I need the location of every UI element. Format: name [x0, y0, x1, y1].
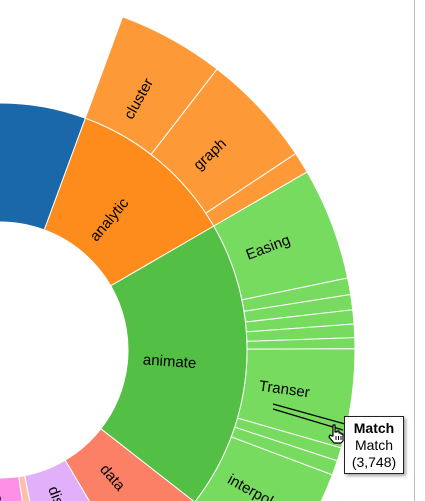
- tooltip-title: Match: [353, 420, 395, 436]
- tooltip-name: Match: [354, 437, 394, 453]
- label-transer: Transer: [258, 378, 311, 402]
- window-edge: [414, 0, 415, 501]
- segment[interactable]: [0, 102, 86, 350]
- segment-display[interactable]: [24, 459, 126, 501]
- hover-pointer-line: [272, 403, 346, 425]
- tooltip: Match Match (3,748): [344, 416, 404, 474]
- hover-pointer-line-2: [272, 408, 344, 431]
- sunburst-segments: [0, 16, 356, 501]
- label-animate: animate: [142, 351, 196, 372]
- segment-physics[interactable]: [0, 475, 36, 501]
- segment-animate[interactable]: [100, 225, 248, 501]
- tooltip-value: (3,748): [351, 454, 397, 470]
- label-physics: physics: [0, 495, 5, 501]
- hand-cursor-icon: [328, 424, 344, 444]
- segment-data[interactable]: [64, 428, 195, 501]
